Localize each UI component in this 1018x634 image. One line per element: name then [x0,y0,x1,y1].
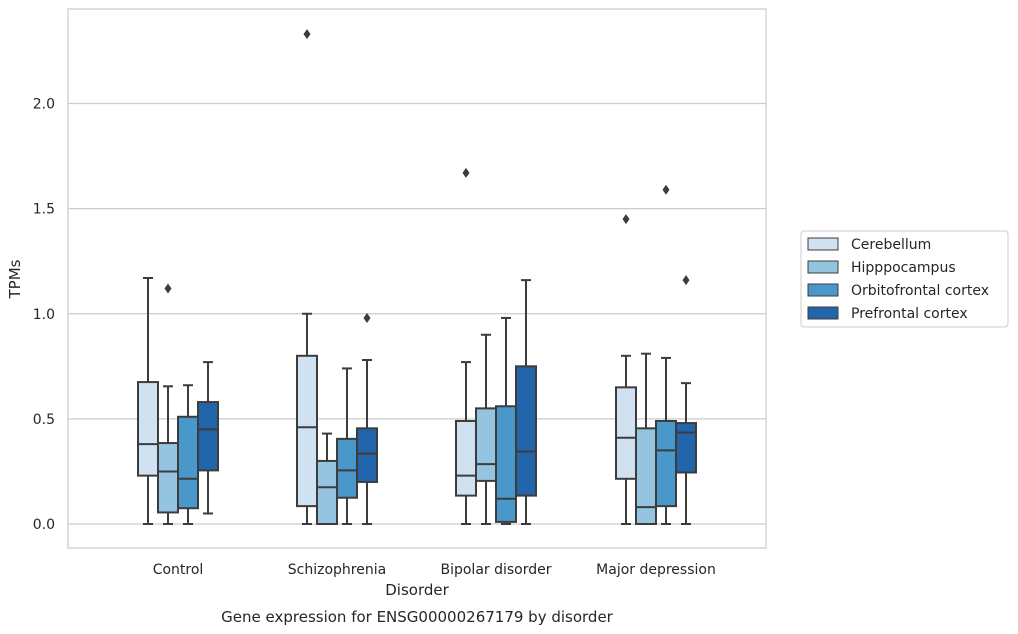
legend: Cerebellum Hipppocampus Orbitofrontal cort… [800,230,1009,328]
legend-item: Orbitofrontal cortex [807,283,989,299]
box-hipppocampus-3 [635,352,657,525]
box-prefrontal-cortex-2 [515,279,537,525]
box-iqr [316,459,338,525]
outlier-point [662,184,670,195]
box-hipppocampus-0 [157,283,179,525]
outlier-point [303,29,311,40]
legend-swatch [807,237,839,251]
legend-item: Hipppocampus [807,260,956,276]
legend-label: Orbitofrontal cortex [851,283,989,299]
outlier-point [622,214,630,225]
box-iqr [675,422,697,474]
box-iqr [177,415,199,510]
x-tick-label: Control [153,562,204,578]
x-axis-label: Disorder [385,581,449,599]
box-iqr [197,401,219,472]
box-hipppocampus-2 [475,333,497,525]
y-axis-label: TPMs [6,259,24,299]
box-iqr [296,354,318,508]
legend-swatch [807,260,839,274]
outlier-point [363,312,371,323]
legend-swatch [807,283,839,297]
box-orbitofrontal-cortex-0 [177,384,199,525]
legend-frame [800,230,1009,328]
outlier-point [682,275,690,286]
box-orbitofrontal-cortex-1 [336,367,358,525]
box-iqr [356,427,378,483]
outlier-point [462,167,470,178]
legend-swatch [807,306,839,320]
box-iqr [157,442,179,514]
box-orbitofrontal-cortex-3 [655,184,677,525]
box-plots [137,29,697,525]
box-iqr [137,381,159,477]
box-prefrontal-cortex-1 [356,312,378,525]
chart-caption: Gene expression for ENSG00000267179 by d… [221,608,614,626]
box-cerebellum-0 [137,277,159,525]
box-iqr [635,427,657,525]
outlier-point [164,283,172,294]
box-iqr [475,407,497,482]
box-iqr [495,405,517,523]
y-tick-labels: 0.0 0.5 1.0 1.5 2.0 [33,97,55,534]
y-tick-label: 1.5 [33,202,55,218]
box-cerebellum-1 [296,29,318,525]
box-hipppocampus-1 [316,432,338,525]
x-tick-label: Bipolar disorder [440,562,551,578]
legend-label: Cerebellum [851,237,931,253]
box-iqr [615,386,637,480]
box-iqr [455,419,477,497]
y-tick-label: 1.0 [33,307,55,323]
box-iqr [655,419,677,508]
box-prefrontal-cortex-3 [675,275,697,525]
x-tick-label: Schizophrenia [288,562,386,578]
box-cerebellum-3 [615,214,637,525]
y-tick-label: 2.0 [33,97,55,113]
box-orbitofrontal-cortex-2 [495,316,517,525]
legend-label: Prefrontal cortex [851,306,968,322]
y-tick-label: 0.5 [33,412,55,428]
box-prefrontal-cortex-0 [197,361,219,515]
y-tick-label: 0.0 [33,517,55,533]
box-iqr [336,437,358,499]
x-tick-label: Major depression [596,562,716,578]
plot-frame [67,8,767,549]
box-cerebellum-2 [455,167,477,525]
box-iqr [515,365,537,497]
legend-item: Prefrontal cortex [807,306,968,322]
x-tick-labels: Control Schizophrenia Bipolar disorder Majo… [153,562,716,578]
legend-item: Cerebellum [807,237,931,253]
legend-label: Hipppocampus [851,260,956,276]
